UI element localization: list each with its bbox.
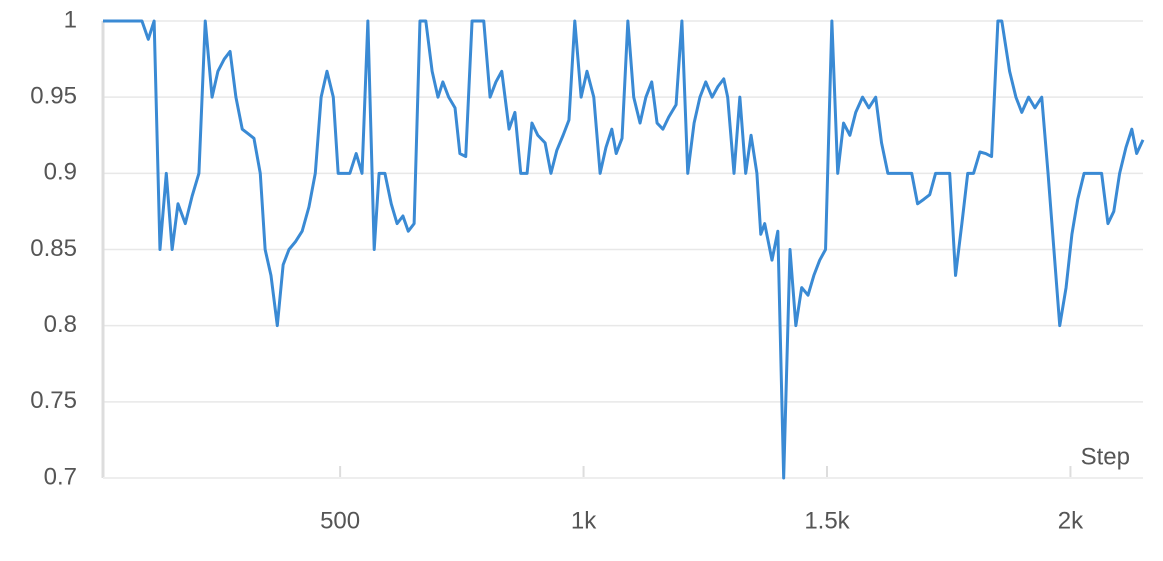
x-tick-label: 1.5k (804, 507, 850, 534)
y-tick-label: 0.75 (30, 387, 77, 414)
line (103, 19, 1145, 480)
y-tick-label: 0.9 (44, 159, 77, 186)
x-axis-label: Step (1081, 443, 1130, 470)
y-tick-label: 0.85 (30, 235, 77, 262)
y-tick-label: 0.8 (44, 311, 77, 338)
y-tick-label: 0.7 (44, 463, 77, 490)
x-tick-label: 500 (320, 507, 360, 534)
x-tick-label: 2k (1058, 507, 1084, 534)
y-tick-label: 0.95 (30, 83, 77, 110)
x-tick-label: 1k (571, 507, 597, 534)
y-tick-label: 1 (64, 6, 77, 33)
